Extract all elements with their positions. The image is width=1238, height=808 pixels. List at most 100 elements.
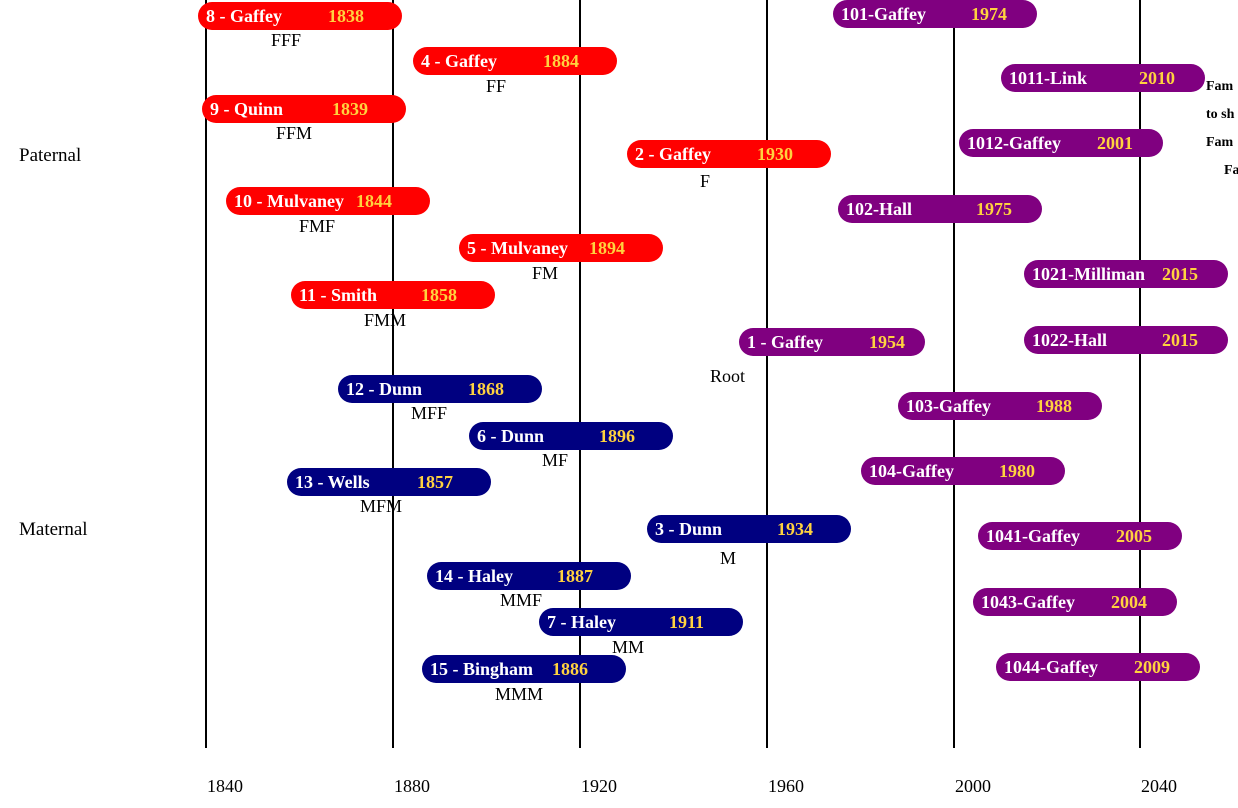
gridline-1960: [766, 0, 768, 748]
person-name: 1021-Milliman: [1032, 264, 1145, 284]
person-birth-year: 1894: [589, 238, 625, 258]
person-name: 14 - Haley: [435, 566, 513, 586]
person-name: 102-Hall: [846, 199, 912, 219]
person-birth-year: 2004: [1111, 592, 1147, 612]
person-birth-year: 1911: [669, 612, 705, 632]
person-birth-year: 1954: [869, 332, 905, 352]
person-code: FMM: [364, 310, 407, 330]
person-birth-year: 1839: [332, 99, 368, 119]
person-11-smith[interactable]: 11 - Smith 1858: [291, 281, 495, 309]
person-name: 1043-Gaffey: [981, 592, 1075, 612]
root-code: Root: [710, 366, 746, 386]
person-code: MFM: [360, 496, 403, 516]
person-name: 9 - Quinn: [210, 99, 284, 119]
person-birth-year: 1896: [599, 426, 635, 446]
person-birth-year: 2015: [1162, 330, 1198, 350]
person-12-dunn[interactable]: 12 - Dunn 1868: [338, 375, 542, 403]
person-name: 11 - Smith: [299, 285, 378, 305]
person-birth-year: 2005: [1116, 526, 1152, 546]
note-line-3: Fam: [1206, 135, 1234, 150]
gridline-2000: [953, 0, 955, 748]
person-birth-year: 1886: [552, 659, 588, 679]
person-name: 1041-Gaffey: [986, 526, 1080, 546]
person-1012-gaffey[interactable]: 1012-Gaffey 2001: [959, 129, 1163, 157]
year-label-1840: 1840: [207, 776, 243, 796]
person-1044-gaffey[interactable]: 1044-Gaffey 2009: [996, 653, 1200, 681]
person-birth-year: 2015: [1162, 264, 1198, 284]
person-9-quinn[interactable]: 9 - Quinn 1839: [202, 95, 406, 123]
person-birth-year: 1857: [417, 472, 453, 492]
gridline-1840: [205, 0, 207, 748]
person-birth-year: 1934: [777, 519, 813, 539]
person-birth-year: 1844: [356, 191, 392, 211]
person-6-dunn[interactable]: 6 - Dunn 1896: [469, 422, 673, 450]
person-2-gaffey[interactable]: 2 - Gaffey 1930: [627, 140, 831, 168]
person-name: 1012-Gaffey: [967, 133, 1061, 153]
person-14-haley[interactable]: 14 - Haley 1887: [427, 562, 631, 590]
person-birth-year: 1975: [976, 199, 1012, 219]
person-name: 103-Gaffey: [906, 396, 991, 416]
person-birth-year: 1887: [557, 566, 593, 586]
person-code: MFF: [411, 403, 448, 423]
person-birth-year: 1868: [468, 379, 504, 399]
person-1011-link[interactable]: 1011-Link 2010: [1001, 64, 1205, 92]
person-10-mulvaney[interactable]: 10 - Mulvaney 1844: [226, 187, 430, 215]
person-104-gaffey[interactable]: 104-Gaffey 1980: [861, 457, 1065, 485]
person-name: 1044-Gaffey: [1004, 657, 1098, 677]
person-4-gaffey[interactable]: 4 - Gaffey 1884: [413, 47, 617, 75]
paternal-label: Paternal: [19, 145, 82, 166]
person-name: 3 - Dunn: [655, 519, 723, 539]
person-name: 1011-Link: [1009, 68, 1088, 88]
person-101-gaffey[interactable]: 101-Gaffey 1974: [833, 0, 1037, 28]
person-code: FFM: [276, 123, 313, 143]
maternal-label: Maternal: [19, 519, 88, 540]
person-name: 6 - Dunn: [477, 426, 545, 446]
person-code: FFF: [271, 30, 302, 50]
person-name: 1 - Gaffey: [747, 332, 823, 352]
year-label-2000: 2000: [955, 776, 991, 796]
year-label-1920: 1920: [581, 776, 617, 796]
person-birth-year: 1988: [1036, 396, 1072, 416]
note-line-1: Fam: [1206, 79, 1234, 94]
person-birth-year: 2010: [1139, 68, 1175, 88]
person-name: 13 - Wells: [295, 472, 370, 492]
person-name: 15 - Bingham: [430, 659, 534, 679]
person-name: 101-Gaffey: [841, 4, 926, 24]
person-code: MM: [612, 637, 645, 657]
person-birth-year: 1974: [971, 4, 1007, 24]
gridline-1880: [392, 0, 394, 748]
person-1021-milliman[interactable]: 1021-Milliman 2015: [1024, 260, 1228, 288]
person-name: 7 - Haley: [547, 612, 616, 632]
gridline-1920: [579, 0, 581, 748]
person-1-gaffey-root[interactable]: 1 - Gaffey 1954: [739, 328, 925, 356]
person-birth-year: 1884: [543, 51, 579, 71]
person-birth-year: 1838: [328, 6, 364, 26]
person-13-wells[interactable]: 13 - Wells 1857: [287, 468, 491, 496]
person-name: 1022-Hall: [1032, 330, 1107, 350]
person-code: M: [720, 548, 737, 568]
person-1043-gaffey[interactable]: 1043-Gaffey 2004: [973, 588, 1177, 616]
person-7-haley[interactable]: 7 - Haley 1911: [539, 608, 743, 636]
person-102-hall[interactable]: 102-Hall 1975: [838, 195, 1042, 223]
person-birth-year: 2009: [1134, 657, 1170, 677]
person-3-dunn[interactable]: 3 - Dunn 1934: [647, 515, 851, 543]
person-name: 104-Gaffey: [869, 461, 954, 481]
person-name: 12 - Dunn: [346, 379, 423, 399]
person-code: MMM: [495, 684, 544, 704]
person-8-gaffey[interactable]: 8 - Gaffey 1838: [198, 2, 402, 30]
person-name: 10 - Mulvaney: [234, 191, 344, 211]
person-1022-hall[interactable]: 1022-Hall 2015: [1024, 326, 1228, 354]
person-birth-year: 1980: [999, 461, 1035, 481]
person-code: FF: [486, 76, 507, 96]
year-label-1880: 1880: [394, 776, 430, 796]
person-code: MF: [542, 450, 569, 470]
person-name: 4 - Gaffey: [421, 51, 497, 71]
person-name: 2 - Gaffey: [635, 144, 711, 164]
person-code: MMF: [500, 590, 543, 610]
person-code: F: [700, 171, 711, 191]
person-15-bingham[interactable]: 15 - Bingham 1886: [422, 655, 626, 683]
person-103-gaffey[interactable]: 103-Gaffey 1988: [898, 392, 1102, 420]
person-5-mulvaney[interactable]: 5 - Mulvaney 1894: [459, 234, 663, 262]
person-1041-gaffey[interactable]: 1041-Gaffey 2005: [978, 522, 1182, 550]
year-label-2040: 2040: [1141, 776, 1177, 796]
